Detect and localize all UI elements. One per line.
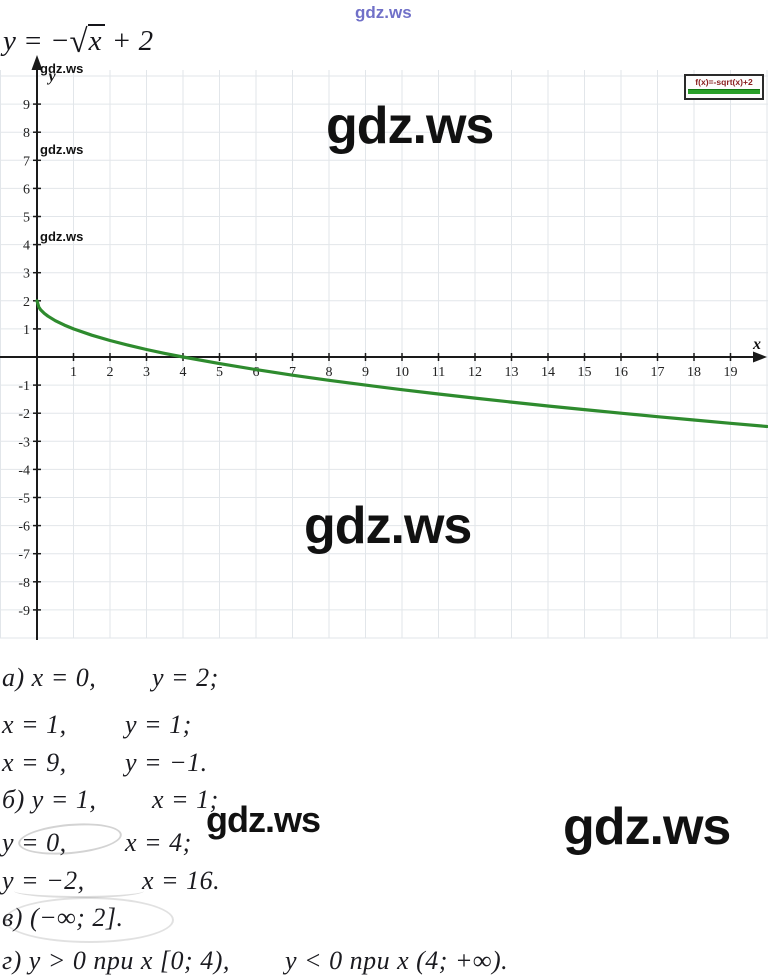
- watermark-axis-2: gdz.ws: [40, 142, 84, 157]
- svg-text:7: 7: [23, 154, 30, 169]
- svg-text:-5: -5: [18, 492, 30, 507]
- answer-left: y = −2,: [2, 866, 85, 895]
- sqrt-sign: √: [69, 24, 88, 60]
- svg-text:9: 9: [362, 365, 369, 380]
- svg-text:13: 13: [505, 365, 519, 380]
- svg-text:-9: -9: [18, 604, 30, 619]
- svg-text:3: 3: [23, 267, 30, 282]
- answer-line: y = −2, x = 16.: [2, 866, 220, 896]
- svg-text:5: 5: [216, 365, 223, 380]
- watermark-axis-3: gdz.ws: [40, 229, 84, 244]
- watermark-site-top: gdz.ws: [355, 3, 412, 22]
- answer-left: y = 0,: [2, 828, 67, 857]
- answer-left: г) y > 0 при x [0; 4),: [2, 946, 230, 975]
- svg-text:1: 1: [70, 365, 77, 380]
- svg-text:4: 4: [180, 365, 187, 380]
- answer-line: y = 0, x = 4;: [2, 828, 192, 858]
- svg-text:y: y: [46, 68, 56, 85]
- svg-text:6: 6: [23, 182, 30, 197]
- svg-text:-4: -4: [18, 463, 30, 478]
- answer-line: в) (−∞; 2].: [2, 903, 123, 933]
- answer-right: x = 4;: [125, 828, 192, 857]
- answer-right: y < 0 при x (4; +∞).: [285, 946, 509, 975]
- answer-left: б) y = 1,: [2, 785, 97, 814]
- function-graph: 1 2 3 4 5 6 7 8 9 10 11 12 13 14 15 16 17 18 19 9 8 7 6 5 4 3 2 1 -1…: [0, 55, 768, 640]
- answer-line: x = 1, y = 1;: [2, 710, 192, 740]
- svg-text:-3: -3: [18, 435, 30, 450]
- svg-text:11: 11: [432, 365, 445, 380]
- graph-canvas: 1 2 3 4 5 6 7 8 9 10 11 12 13 14 15 16 17 18 19987654321-1…: [0, 55, 768, 640]
- equation-title: y = −√x + 2: [3, 24, 153, 61]
- watermark-answers-mid: gdz.ws: [206, 799, 321, 840]
- answer-right: x = 16.: [142, 866, 221, 895]
- svg-text:-8: -8: [18, 576, 30, 591]
- watermark-answers-right: gdz.ws: [563, 798, 731, 856]
- svg-text:-1: -1: [18, 379, 30, 394]
- answer-line: x = 9, y = −1.: [2, 748, 208, 778]
- svg-text:9: 9: [23, 98, 30, 113]
- svg-text:7: 7: [289, 365, 296, 380]
- answer-left: x = 1,: [2, 710, 67, 739]
- answer-left: а) x = 0,: [2, 663, 97, 692]
- svg-text:15: 15: [578, 365, 592, 380]
- equation-lhs: y: [3, 25, 16, 57]
- svg-text:4: 4: [23, 239, 30, 254]
- answer-right: x = 1;: [152, 785, 219, 814]
- answer-line: а) x = 0, y = 2;: [2, 663, 219, 693]
- svg-text:8: 8: [326, 365, 333, 380]
- svg-text:18: 18: [687, 365, 701, 380]
- watermark-graph-lower: gdz.ws: [304, 497, 472, 555]
- answer-left: x = 9,: [2, 748, 67, 777]
- svg-text:8: 8: [23, 126, 30, 141]
- equation-equals: = −: [15, 25, 70, 57]
- watermark-graph-upper: gdz.ws: [326, 97, 494, 155]
- svg-text:16: 16: [614, 365, 628, 380]
- legend-line-sample: [688, 89, 760, 94]
- svg-text:-7: -7: [18, 548, 30, 563]
- answer-right: y = −1.: [125, 748, 208, 777]
- svg-text:5: 5: [23, 211, 30, 226]
- svg-text:x: x: [752, 336, 761, 353]
- svg-text:3: 3: [143, 365, 150, 380]
- equation-radicand: x: [87, 24, 105, 56]
- legend-label: f(x)=-sqrt(x)+2: [695, 77, 753, 87]
- svg-text:-2: -2: [18, 407, 30, 422]
- answer-left: в) (−∞; 2].: [2, 903, 124, 932]
- answer-right: y = 2;: [152, 663, 219, 692]
- legend-box: f(x)=-sqrt(x)+2: [684, 74, 764, 100]
- svg-text:19: 19: [724, 365, 738, 380]
- svg-text:1: 1: [23, 323, 30, 338]
- watermark-axis-1: gdz.ws: [40, 61, 84, 76]
- answer-right: y = 1;: [125, 710, 192, 739]
- answer-line: г) y > 0 при x [0; 4), y < 0 при x (4; +∞…: [2, 946, 508, 976]
- svg-text:2: 2: [23, 295, 30, 310]
- svg-text:6: 6: [253, 365, 260, 380]
- svg-text:10: 10: [395, 365, 409, 380]
- answer-line: б) y = 1, x = 1;: [2, 785, 219, 815]
- svg-text:12: 12: [468, 365, 482, 380]
- svg-text:2: 2: [107, 365, 114, 380]
- equation-tail: + 2: [104, 25, 154, 57]
- svg-text:17: 17: [651, 365, 665, 380]
- svg-text:-6: -6: [18, 520, 30, 535]
- svg-text:14: 14: [541, 365, 555, 380]
